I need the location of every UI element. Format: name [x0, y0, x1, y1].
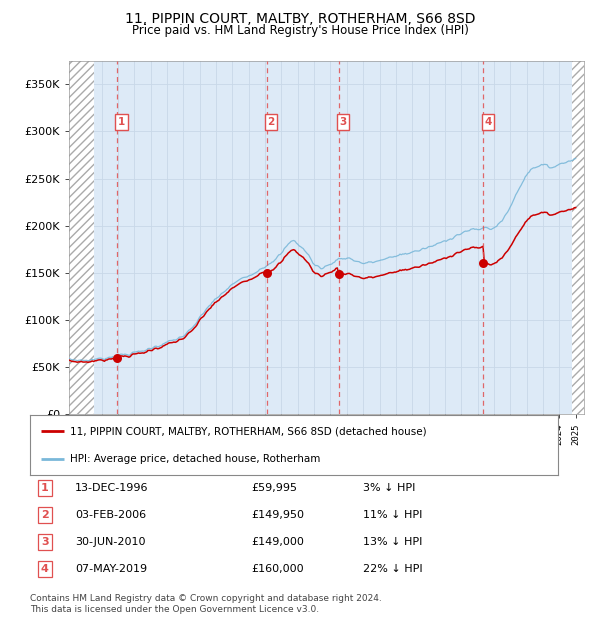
Text: 07-MAY-2019: 07-MAY-2019 [75, 564, 147, 574]
Text: This data is licensed under the Open Government Licence v3.0.: This data is licensed under the Open Gov… [30, 604, 319, 614]
Text: 11, PIPPIN COURT, MALTBY, ROTHERHAM, S66 8SD: 11, PIPPIN COURT, MALTBY, ROTHERHAM, S66… [125, 12, 475, 27]
Text: 22% ↓ HPI: 22% ↓ HPI [362, 564, 422, 574]
Text: 11, PIPPIN COURT, MALTBY, ROTHERHAM, S66 8SD (detached house): 11, PIPPIN COURT, MALTBY, ROTHERHAM, S66… [70, 426, 426, 436]
Text: 3% ↓ HPI: 3% ↓ HPI [362, 484, 415, 494]
Text: HPI: Average price, detached house, Rotherham: HPI: Average price, detached house, Roth… [70, 454, 320, 464]
Text: 4: 4 [41, 564, 49, 574]
Text: £149,000: £149,000 [252, 537, 305, 547]
Text: 11% ↓ HPI: 11% ↓ HPI [362, 510, 422, 520]
Text: 13% ↓ HPI: 13% ↓ HPI [362, 537, 422, 547]
Text: £160,000: £160,000 [252, 564, 304, 574]
Text: 1: 1 [41, 484, 49, 494]
Bar [572, 61, 588, 414]
Text: £149,950: £149,950 [252, 510, 305, 520]
Text: Price paid vs. HM Land Registry's House Price Index (HPI): Price paid vs. HM Land Registry's House … [131, 24, 469, 37]
Text: 2: 2 [268, 117, 275, 127]
Bar [69, 61, 94, 414]
Text: £59,995: £59,995 [252, 484, 298, 494]
Text: 03-FEB-2006: 03-FEB-2006 [75, 510, 146, 520]
Text: Contains HM Land Registry data © Crown copyright and database right 2024.: Contains HM Land Registry data © Crown c… [30, 593, 382, 603]
Text: 2: 2 [41, 510, 49, 520]
Text: 13-DEC-1996: 13-DEC-1996 [75, 484, 148, 494]
Text: 3: 3 [41, 537, 49, 547]
Text: 3: 3 [340, 117, 347, 127]
Text: 30-JUN-2010: 30-JUN-2010 [75, 537, 145, 547]
Text: 1: 1 [118, 117, 125, 127]
Text: 4: 4 [484, 117, 491, 127]
